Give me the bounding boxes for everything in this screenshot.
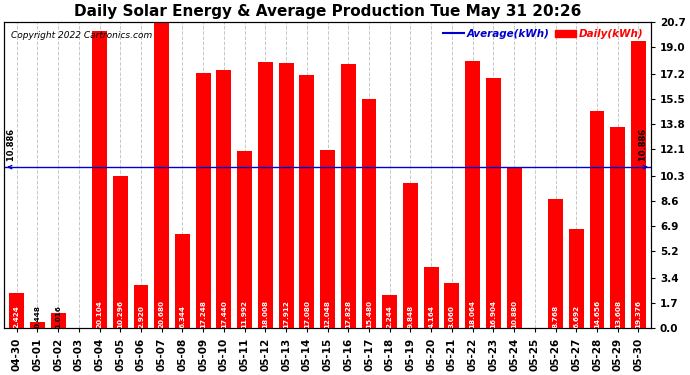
Text: 2.244: 2.244 bbox=[386, 305, 393, 328]
Bar bbox=[299, 75, 314, 328]
Text: 9.848: 9.848 bbox=[408, 304, 413, 328]
Bar bbox=[112, 176, 128, 328]
Text: 12.048: 12.048 bbox=[324, 300, 331, 328]
Text: 13.608: 13.608 bbox=[615, 300, 621, 328]
Text: 6.692: 6.692 bbox=[573, 304, 580, 328]
Text: 10.886: 10.886 bbox=[8, 129, 17, 164]
Bar bbox=[362, 99, 377, 328]
Text: 17.828: 17.828 bbox=[345, 300, 351, 328]
Text: 4.164: 4.164 bbox=[428, 305, 434, 328]
Bar bbox=[9, 292, 24, 328]
Text: 17.440: 17.440 bbox=[221, 300, 227, 328]
Bar bbox=[569, 229, 584, 328]
Bar bbox=[610, 127, 625, 328]
Bar bbox=[444, 283, 460, 328]
Bar bbox=[548, 198, 563, 328]
Bar bbox=[50, 314, 66, 328]
Bar bbox=[30, 322, 45, 328]
Text: 1.016: 1.016 bbox=[55, 305, 61, 328]
Bar bbox=[424, 267, 439, 328]
Text: 2.424: 2.424 bbox=[14, 305, 19, 328]
Bar bbox=[465, 61, 480, 328]
Text: 8.768: 8.768 bbox=[553, 304, 559, 328]
Bar bbox=[382, 295, 397, 328]
Text: 10.880: 10.880 bbox=[511, 300, 517, 328]
Bar bbox=[486, 78, 501, 328]
Text: 6.344: 6.344 bbox=[179, 305, 186, 328]
Text: 3.060: 3.060 bbox=[449, 305, 455, 328]
Bar bbox=[506, 167, 522, 328]
Text: 19.376: 19.376 bbox=[635, 300, 642, 328]
Bar bbox=[341, 64, 356, 328]
Legend: Average(kWh), Daily(kWh): Average(kWh), Daily(kWh) bbox=[441, 27, 646, 41]
Text: 18.008: 18.008 bbox=[262, 300, 268, 328]
Text: 15.480: 15.480 bbox=[366, 300, 372, 328]
Bar bbox=[92, 30, 107, 328]
Text: 14.656: 14.656 bbox=[594, 300, 600, 328]
Text: 18.064: 18.064 bbox=[470, 300, 475, 328]
Bar bbox=[134, 285, 148, 328]
Text: 20.680: 20.680 bbox=[159, 300, 165, 328]
Text: 17.080: 17.080 bbox=[304, 300, 310, 328]
Bar bbox=[196, 73, 210, 328]
Text: 10.886: 10.886 bbox=[639, 129, 648, 164]
Bar bbox=[589, 111, 604, 328]
Bar bbox=[237, 151, 252, 328]
Text: 17.912: 17.912 bbox=[283, 300, 289, 328]
Bar bbox=[155, 22, 169, 328]
Bar bbox=[217, 70, 231, 328]
Text: 16.904: 16.904 bbox=[491, 300, 496, 328]
Text: 20.104: 20.104 bbox=[97, 300, 103, 328]
Bar bbox=[279, 63, 293, 328]
Text: 17.248: 17.248 bbox=[200, 300, 206, 328]
Text: Copyright 2022 Cartronics.com: Copyright 2022 Cartronics.com bbox=[10, 31, 152, 40]
Title: Daily Solar Energy & Average Production Tue May 31 20:26: Daily Solar Energy & Average Production … bbox=[74, 4, 581, 19]
Bar bbox=[403, 183, 418, 328]
Bar bbox=[631, 41, 646, 328]
Text: 2.920: 2.920 bbox=[138, 305, 144, 328]
Text: 0.448: 0.448 bbox=[34, 305, 40, 328]
Bar bbox=[175, 234, 190, 328]
Bar bbox=[320, 150, 335, 328]
Bar bbox=[258, 62, 273, 328]
Text: 11.992: 11.992 bbox=[241, 300, 248, 328]
Text: 10.296: 10.296 bbox=[117, 300, 124, 328]
